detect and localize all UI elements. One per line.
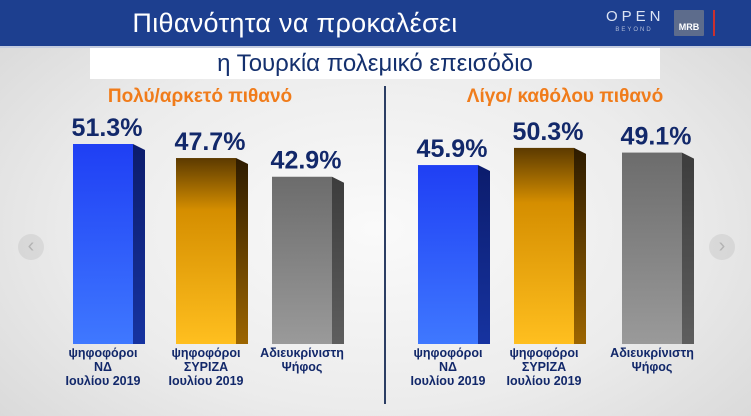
category-label-0-1-1: ΣΥΡΙΖΑ [184,360,228,374]
bar-1-1 [514,147,574,344]
bar-side-0-2 [332,176,344,344]
bar-value-label-1-2: 49.1% [621,123,692,151]
category-label-1-2-1: Ψήφος [632,360,673,374]
open-logo-sub: BEYOND [615,27,653,33]
bar-side-0-1 [236,158,248,344]
category-label-1-1-2: Ιουλίου 2019 [507,374,582,388]
category-label-1-0-1: ΝΔ [439,360,457,374]
title-line2: η Τουρκία πολεμικό επεισόδιο [217,50,533,77]
category-label-1-0-2: Ιουλίου 2019 [411,374,486,388]
bar-1-2 [622,152,682,344]
header-bar: Πιθανότητα να προκαλέσει OPEN BEYOND MRB [0,0,751,48]
group-divider [384,86,386,404]
bar-0-2 [272,176,332,344]
title-line1: Πιθανότητα να προκαλέσει [132,8,458,38]
logo-separator [713,10,715,36]
category-label-0-0-1: ΝΔ [94,360,112,374]
category-label-0-0-2: Ιουλίου 2019 [66,374,141,388]
category-label-1-1-1: ΣΥΡΙΖΑ [522,360,566,374]
bar-side-1-0 [478,165,490,344]
bar-value-label-1-0: 45.9% [417,135,488,163]
next-slide-arrow-icon[interactable]: › [709,234,735,260]
category-label-1-2-0: Αδιευκρίνιστη [610,346,694,360]
bar-value-label-1-1: 50.3% [513,118,584,146]
prev-slide-arrow-icon[interactable]: ‹ [18,234,44,260]
category-label-1-1-0: ψηφοφόροι [509,346,579,360]
bar-value-label-0-1: 47.7% [175,128,246,156]
subtitle-bar: η Τουρκία πολεμικό επεισόδιο [90,48,660,79]
bar-0-1 [176,158,236,344]
open-logo: OPEN [606,8,665,25]
bar-side-1-1 [574,147,586,344]
category-label-0-1-2: Ιουλίου 2019 [169,374,244,388]
bar-value-label-0-2: 42.9% [271,147,342,175]
category-label-0-2-1: Ψήφος [282,360,323,374]
category-label-1-0-0: ψηφοφόροι [413,346,483,360]
bar-1-0 [418,165,478,344]
category-label-0-0-0: ψηφοφόροι [68,346,138,360]
bar-value-label-0-0: 51.3% [72,114,143,142]
bar-side-1-2 [682,152,694,344]
bar-0-0 [73,144,133,344]
category-label-0-1-0: ψηφοφόροι [171,346,241,360]
group-heading-unlikely: Λίγο/ καθόλου πιθανό [466,86,664,107]
group-heading-likely: Πολύ/αρκετό πιθανό [107,86,293,107]
mrb-logo: MRB [674,10,704,36]
bar-side-0-0 [133,144,145,344]
category-label-0-2-0: Αδιευκρίνιστη [260,346,344,360]
